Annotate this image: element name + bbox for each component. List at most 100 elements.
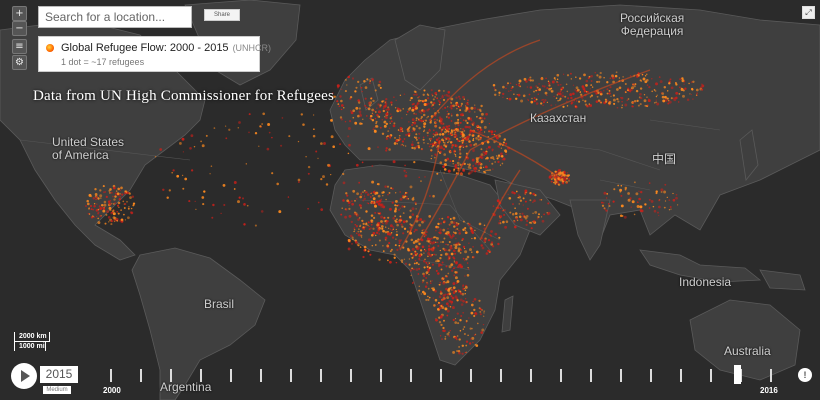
flow-dot: [124, 219, 127, 221]
flow-dot: [548, 84, 551, 87]
flow-dot: [404, 191, 407, 194]
flow-dot: [417, 240, 419, 243]
flow-dot: [436, 97, 438, 100]
timeline-tick: [770, 369, 772, 382]
search-input[interactable]: [38, 6, 192, 28]
flow-dot: [475, 250, 479, 254]
flow-dot: [583, 88, 586, 91]
flow-dot: [656, 94, 658, 96]
zoom-in-button[interactable]: +: [12, 6, 27, 21]
flow-dot: [124, 202, 127, 206]
flow-dot: [590, 84, 593, 87]
flow-dot: [394, 219, 397, 222]
flow-dot: [559, 179, 562, 182]
flow-dot: [346, 194, 349, 197]
flow-dot: [438, 218, 441, 220]
share-button[interactable]: Share: [204, 9, 240, 21]
flow-dot: [414, 228, 417, 232]
flow-dot: [427, 255, 429, 258]
flow-dot: [530, 227, 533, 230]
zoom-out-button[interactable]: −: [12, 21, 27, 36]
flow-dot: [528, 221, 531, 224]
timeline-tick: [410, 369, 412, 382]
flow-dot: [569, 72, 572, 75]
flow-dot: [371, 234, 373, 236]
flow-dot: [433, 156, 436, 159]
flow-dot: [460, 128, 462, 130]
flow-dot: [513, 192, 516, 195]
flow-dot: [447, 94, 451, 98]
flow-dot: [427, 97, 430, 100]
flow-dot: [225, 137, 228, 140]
info-icon[interactable]: !: [798, 368, 812, 382]
flow-dot: [468, 163, 471, 166]
flow-dot: [421, 148, 423, 151]
flow-dot: [448, 292, 452, 296]
flow-dot: [367, 238, 371, 242]
flow-dot: [100, 197, 102, 199]
flow-dot: [648, 207, 651, 209]
flow-dot: [409, 185, 413, 189]
flow-dot: [454, 125, 457, 127]
flow-dot: [372, 128, 375, 131]
flow-dot: [432, 297, 434, 299]
flow-dot: [465, 138, 469, 142]
flow-dot: [412, 268, 415, 271]
flow-dot: [658, 205, 661, 209]
flow-dot: [550, 178, 553, 180]
flow-dot: [448, 124, 451, 127]
flow-dot: [520, 99, 524, 103]
flow-dot: [396, 143, 398, 145]
flow-dot: [414, 259, 417, 262]
flow-dot: [370, 220, 374, 223]
flow-dot: [353, 228, 356, 231]
flow-dot: [312, 114, 315, 116]
flow-dot: [444, 274, 448, 278]
flow-dot: [428, 296, 431, 299]
flow-dot: [373, 126, 375, 129]
flow-dot: [612, 98, 616, 102]
flow-dot: [485, 158, 487, 160]
flow-dot: [336, 100, 339, 103]
flow-dot: [575, 105, 577, 108]
flow-dot: [446, 110, 448, 112]
flow-dot: [567, 97, 570, 100]
flow-dot: [343, 107, 345, 109]
flow-dot: [385, 116, 388, 119]
flow-dot: [458, 291, 460, 293]
layers-button[interactable]: ≡: [12, 39, 27, 54]
flow-dot: [450, 104, 454, 108]
speed-button[interactable]: Medium: [43, 386, 71, 394]
flow-dot: [415, 133, 418, 136]
flow-dot: [497, 154, 501, 158]
flow-dot: [481, 328, 485, 332]
flow-dot: [494, 88, 497, 92]
flow-dot: [443, 237, 446, 240]
flow-dot: [659, 80, 663, 84]
flow-dot: [437, 222, 440, 226]
flow-dot: [667, 102, 670, 105]
flow-dot: [600, 201, 604, 204]
flow-dot: [446, 127, 450, 130]
flow-dot: [417, 99, 421, 102]
flow-dot: [504, 149, 507, 153]
flow-dot: [405, 171, 407, 174]
flow-dot: [456, 282, 458, 285]
flow-dot: [597, 91, 600, 95]
flow-dot: [506, 97, 508, 100]
flow-dot: [115, 190, 118, 192]
settings-button[interactable]: ⚙: [12, 55, 27, 70]
flow-dot: [420, 180, 422, 182]
flow-dot: [660, 188, 664, 192]
flow-dot: [453, 243, 456, 246]
timeline-handle[interactable]: [734, 365, 741, 384]
flow-dot: [498, 134, 501, 138]
expand-icon[interactable]: ⤢: [802, 6, 815, 19]
play-button[interactable]: [11, 363, 37, 389]
flow-dot: [427, 287, 430, 290]
flow-dot: [401, 143, 404, 146]
flow-dot: [87, 213, 90, 215]
flow-dot: [411, 247, 415, 251]
flow-dot: [601, 204, 605, 207]
